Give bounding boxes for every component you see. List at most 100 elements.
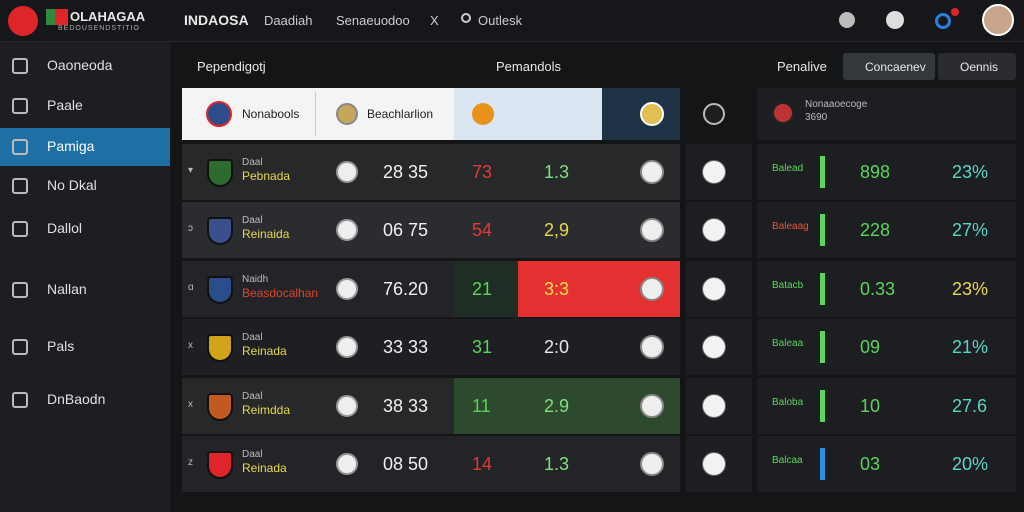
draw-odds[interactable]: 1.3	[544, 454, 570, 474]
sidebar-item[interactable]: Pals	[47, 338, 75, 354]
nav-link[interactable]: X	[430, 13, 439, 28]
draw-odds[interactable]: 2.9	[544, 395, 570, 416]
player-avatar	[336, 161, 358, 183]
stats-row	[757, 260, 1016, 317]
nav-link[interactable]: Daadiah	[264, 13, 313, 28]
stat-value: 03	[860, 454, 881, 474]
brand-name: OLAHAGAA	[70, 9, 146, 24]
sidebar-icon	[12, 282, 28, 298]
draw-odds[interactable]: 1.3	[544, 162, 570, 182]
player-avatar	[640, 160, 664, 184]
club-badge	[702, 276, 726, 301]
stat-label: Baleaag	[772, 221, 809, 233]
live-indicator	[472, 103, 494, 125]
draw-odds[interactable]: 2,9	[544, 220, 570, 241]
user-avatar[interactable]	[982, 4, 1014, 36]
home-odds: 73	[472, 162, 493, 182]
home-odds: 54	[472, 220, 493, 241]
team-tag: Naidh	[242, 273, 269, 285]
header-left: Pependigotj	[197, 59, 266, 74]
player-avatar	[640, 393, 664, 418]
header-center: Pemandols	[496, 59, 562, 74]
home-odds: 11	[472, 395, 491, 416]
club-badge	[702, 335, 726, 360]
sidebar-icon	[12, 221, 28, 237]
button[interactable]: Oennis	[938, 53, 1016, 80]
stat-value: 10	[860, 395, 881, 416]
header-right: Penalive	[777, 59, 827, 74]
stat-share: 23%	[952, 278, 989, 299]
draw-odds[interactable]: 3:3	[544, 278, 570, 299]
summary-panel	[757, 88, 1016, 140]
team-crest	[207, 392, 233, 421]
player-avatar	[640, 452, 664, 476]
score: 08 50	[383, 454, 429, 474]
row-marker: z	[188, 457, 193, 468]
sidebar-icon	[12, 98, 28, 114]
score: 06 75	[383, 220, 429, 241]
sidebar-icon	[12, 339, 28, 355]
sidebar-item[interactable]: Oaoneoda	[47, 57, 113, 73]
stat-label: Baleaa	[772, 338, 804, 350]
stats-row	[757, 144, 1016, 200]
search-icon	[461, 13, 471, 23]
stat-share: 23%	[952, 162, 989, 182]
app-title: INDAOSA	[184, 12, 249, 28]
team-tag: Daal	[242, 215, 263, 227]
search-field[interactable]: Outlesk	[478, 13, 523, 28]
brand-tagline: BEDOUSENDSTITIO	[58, 25, 140, 32]
sidebar-item[interactable]: Paale	[47, 97, 83, 113]
stat-share: 21%	[952, 337, 989, 358]
button[interactable]: Concaenev	[843, 53, 935, 80]
team-crest	[207, 217, 233, 246]
team-crest	[207, 451, 233, 479]
stat-label: Batacb	[772, 279, 804, 291]
team-crest	[207, 275, 233, 304]
stat-bar	[820, 272, 825, 305]
sidebar-icon	[12, 139, 28, 155]
sidebar-icon	[12, 178, 28, 194]
divider	[315, 92, 316, 136]
player-avatar	[336, 219, 358, 242]
sidebar	[0, 42, 170, 512]
logo-flag	[46, 9, 68, 25]
nav-link[interactable]: Senaeuodoo	[336, 13, 410, 28]
team-tag: Daal	[242, 390, 263, 402]
home-odds: 21	[472, 278, 493, 299]
team-name: Reinada	[242, 344, 287, 359]
player-avatar	[640, 218, 664, 243]
team-name: Beasdocalhan	[242, 285, 319, 300]
sidebar-item[interactable]: Nallan	[47, 281, 87, 297]
draw-odds[interactable]: 2:0	[544, 337, 570, 358]
player-avatar	[640, 102, 664, 126]
stat-value: 898	[860, 162, 891, 182]
score: 76.20	[383, 278, 429, 299]
featured-team: Nonabools	[242, 107, 300, 121]
row	[182, 144, 680, 200]
club-badge	[702, 218, 726, 243]
stat-bar	[820, 448, 825, 480]
settings-button[interactable]	[839, 12, 855, 28]
chat-button[interactable]	[886, 11, 904, 29]
player-avatar	[336, 336, 358, 359]
club-badge	[702, 393, 726, 418]
sidebar-item[interactable]: DnBaodn	[47, 391, 106, 407]
stat-bar	[820, 331, 825, 364]
row-marker: x	[188, 398, 193, 410]
stat-bar	[820, 214, 825, 247]
player-avatar	[336, 453, 358, 475]
team-name: Pebnada	[242, 169, 291, 183]
stat-bar	[820, 156, 825, 188]
stat-value: 228	[860, 220, 891, 241]
active-item-bg	[0, 128, 170, 166]
stats-row	[757, 436, 1016, 492]
team-name: Reinada	[242, 461, 287, 475]
score: 28 35	[383, 162, 429, 182]
notifications-button[interactable]	[935, 13, 951, 29]
sidebar-item[interactable]: No Dkal	[47, 177, 97, 193]
team-name: Reimdda	[242, 402, 291, 417]
sidebar-item[interactable]: Pamiga	[47, 138, 95, 154]
score: 38 33	[383, 395, 429, 416]
sidebar-item[interactable]: Dallol	[47, 220, 83, 236]
